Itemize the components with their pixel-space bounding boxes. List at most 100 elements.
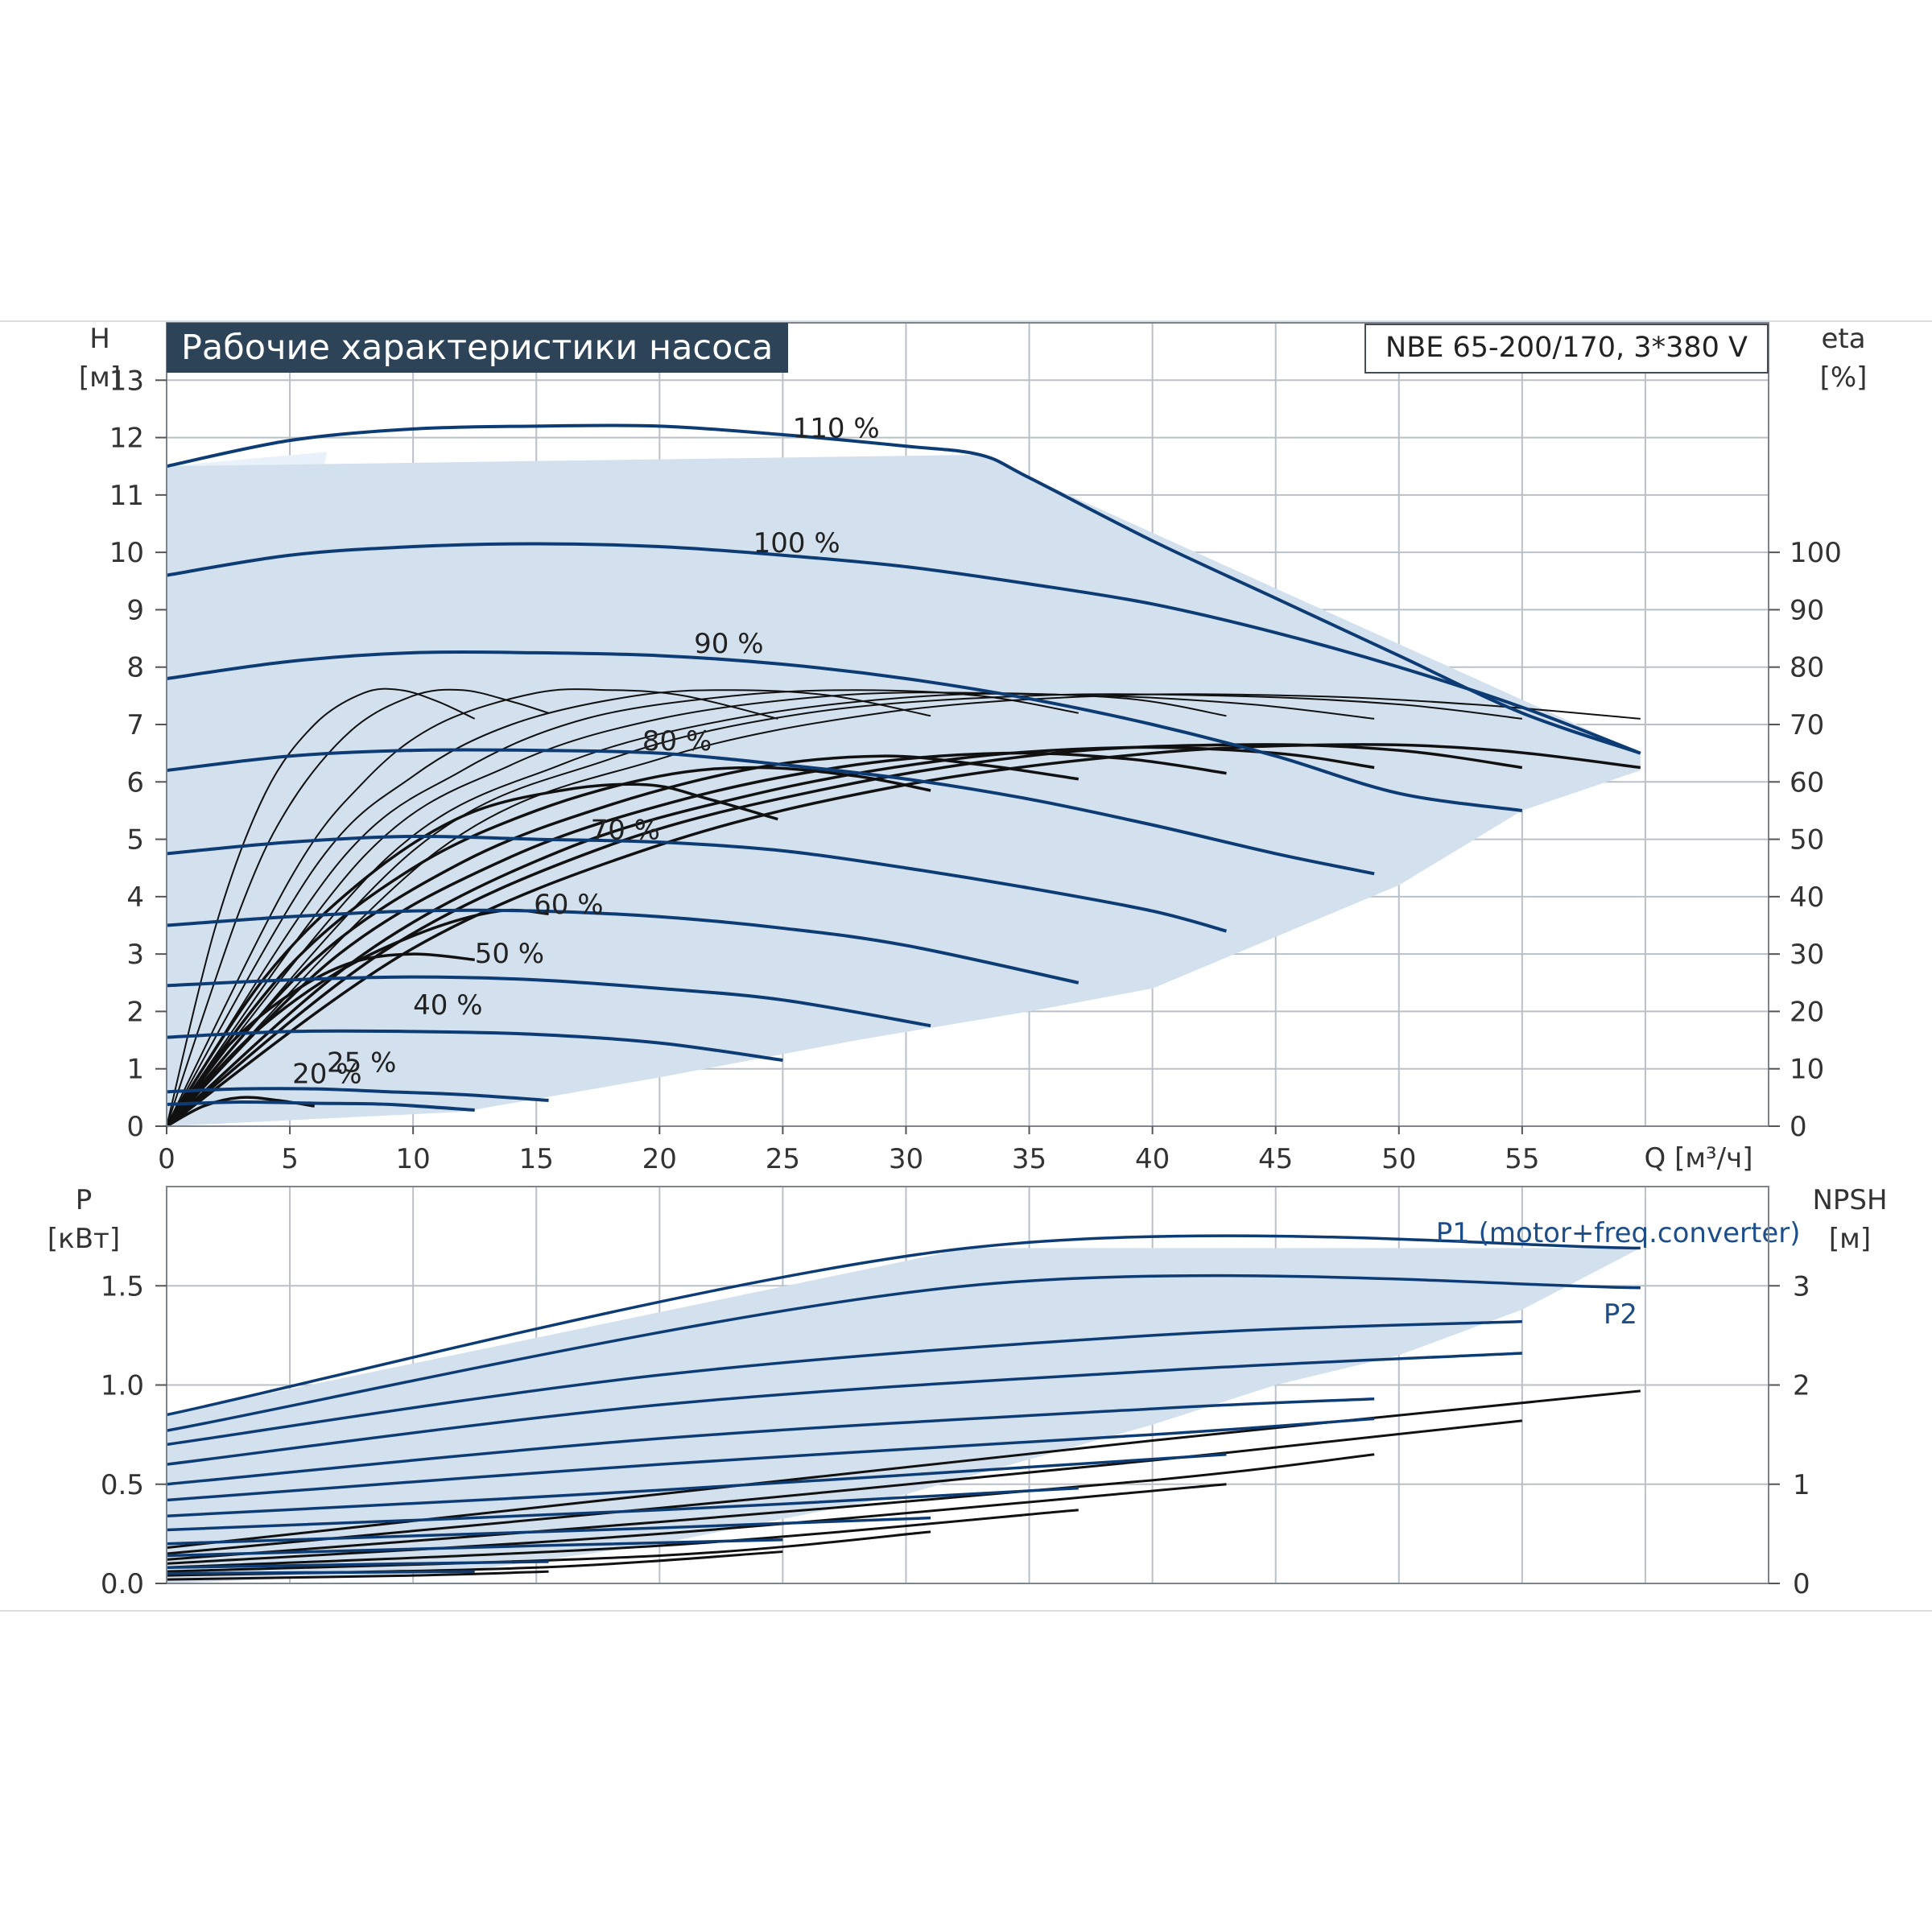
x-axis-label: Q [м³/ч] bbox=[1645, 1142, 1753, 1174]
y2-tick-label: 20 bbox=[1790, 996, 1824, 1028]
y2-tick-label: 60 bbox=[1790, 766, 1824, 799]
efficiency-curve bbox=[165, 952, 475, 1128]
head-panel: 110 %100 %90 %80 %70 %60 %50 %40 %25 %20… bbox=[79, 322, 1867, 1175]
y-tick-label: 0 bbox=[126, 1111, 144, 1143]
power-efficiency-curve bbox=[166, 1570, 549, 1581]
x-tick-labels: 0 5 10 15 20 25 30 35 40 45 50 55 bbox=[158, 1126, 1539, 1175]
head-operating-area bbox=[167, 454, 1641, 1126]
x-tick-label: 10 bbox=[396, 1143, 431, 1175]
x-tick-label: 45 bbox=[1258, 1143, 1293, 1175]
power-efficiency-curve bbox=[166, 1419, 1523, 1555]
y-tick-label: 13 bbox=[109, 365, 144, 397]
speed-curve bbox=[166, 748, 1375, 876]
efficiency-curve bbox=[166, 689, 931, 1127]
efficiency-curve bbox=[165, 743, 1523, 1128]
speed-curve-label: 80 % bbox=[642, 725, 712, 758]
power-panel: P1 (motor+freq.converter)P2 0.00.51.01.5… bbox=[47, 1184, 1888, 1600]
npsh-tick-label: 2 bbox=[1793, 1370, 1810, 1402]
model-label: NBE 65-200/170, 3*380 V bbox=[1385, 332, 1748, 364]
efficiency-curve bbox=[165, 782, 778, 1127]
p1-curve bbox=[166, 1234, 1641, 1417]
efficiency-curves bbox=[165, 687, 1641, 1128]
title-background bbox=[167, 323, 788, 373]
npsh-tick-label: 3 bbox=[1793, 1270, 1810, 1302]
speed-curve-label: 40 % bbox=[413, 989, 482, 1022]
speed-curve bbox=[166, 834, 1227, 933]
speed-curve bbox=[166, 908, 1080, 985]
y-tick-label: 7 bbox=[126, 709, 144, 741]
power-efficiency-curve bbox=[166, 1483, 1227, 1565]
y-tick-label: 11 bbox=[109, 480, 144, 512]
npsh-tick-labels: 0 1 2 3 bbox=[1769, 1270, 1810, 1600]
x-tick-label: 0 bbox=[158, 1143, 175, 1175]
speed-curve-labels: 110 % 100 % 90 % 80 % 70 % 60 % 50 % 40 % 25 %20… bbox=[292, 413, 880, 1091]
x-tick-label: 20 bbox=[642, 1143, 677, 1175]
speed-curve-label: 60 % bbox=[534, 889, 603, 921]
speed-curve bbox=[166, 1029, 783, 1063]
y-tick-label: 10 bbox=[109, 537, 144, 569]
speed-curve bbox=[166, 423, 1641, 755]
bottom-rule bbox=[0, 1610, 1932, 1612]
power-efficiency-curve bbox=[166, 1453, 1375, 1561]
x-tick-label: 5 bbox=[281, 1143, 299, 1175]
power-y-tick-label: 0.0 bbox=[101, 1568, 144, 1600]
p1-curve bbox=[166, 1516, 931, 1546]
p1-curve bbox=[166, 1319, 1522, 1447]
y2-tick-label: 70 bbox=[1790, 709, 1824, 741]
y-tick-label: 3 bbox=[126, 939, 144, 971]
y2-tick-label: 50 bbox=[1790, 824, 1824, 857]
speed-curve bbox=[166, 1087, 549, 1102]
p1-curve bbox=[166, 1397, 1375, 1486]
x-tick-label: 15 bbox=[519, 1143, 554, 1175]
p1-curve bbox=[166, 1570, 475, 1575]
efficiency-curve bbox=[165, 754, 1080, 1128]
y-tick-label: 9 bbox=[126, 594, 144, 626]
efficiency-curve bbox=[166, 687, 476, 1127]
y-tick-label: 12 bbox=[109, 423, 144, 455]
p1-curve bbox=[166, 1538, 783, 1558]
y-tick-label: 6 bbox=[126, 766, 144, 799]
power-operating-area bbox=[167, 1248, 1641, 1583]
model-label-box bbox=[1364, 324, 1769, 374]
y-tick-label: 1 bbox=[126, 1054, 144, 1086]
chart-title: Рабочие характеристики насоса bbox=[181, 328, 773, 368]
efficiency-curve bbox=[165, 743, 1641, 1128]
p1-curve bbox=[166, 1560, 549, 1570]
y-tick-label: 5 bbox=[126, 824, 144, 857]
x-tick-label: 30 bbox=[889, 1143, 923, 1175]
y-tick-label: 8 bbox=[126, 652, 144, 684]
top-rule bbox=[0, 320, 1932, 322]
p1-curves bbox=[166, 1234, 1641, 1575]
npsh-tick-label: 0 bbox=[1793, 1568, 1810, 1600]
speed-curve bbox=[166, 542, 1641, 755]
y-axis-unit: [м] bbox=[79, 361, 121, 394]
speed-curve-label: 50 % bbox=[475, 938, 544, 970]
speed-curve-label: 100 % bbox=[753, 527, 840, 559]
power-series-labels: P1 (motor+freq.converter) P2 bbox=[1436, 1217, 1801, 1331]
efficiency-curve bbox=[166, 688, 549, 1127]
p1-curve bbox=[166, 1453, 1227, 1517]
p1-curve bbox=[166, 1417, 1375, 1502]
power-y-tick-labels: 0.0 0.5 1.0 1.5 bbox=[101, 1270, 167, 1600]
power-y-tick-label: 1.0 bbox=[101, 1370, 144, 1402]
x-tick-label: 35 bbox=[1012, 1143, 1046, 1175]
efficiency-curve bbox=[166, 693, 1522, 1127]
speed-curve-label: 25 % bbox=[327, 1046, 396, 1079]
y2-tick-label: 0 bbox=[1790, 1111, 1807, 1143]
speed-curve bbox=[166, 650, 1523, 812]
power-series-label: P1 (motor+freq.converter) bbox=[1436, 1217, 1801, 1249]
y2-axis-label: eta bbox=[1821, 323, 1865, 355]
y-tick-label: 4 bbox=[126, 881, 144, 914]
power-efficiency-curve bbox=[166, 1389, 1641, 1550]
p1-curve bbox=[166, 1274, 1641, 1432]
power-efficiency-curve bbox=[166, 1509, 1079, 1569]
y2-tick-label: 30 bbox=[1790, 939, 1824, 971]
x-tick-label: 50 bbox=[1381, 1143, 1416, 1175]
power-y-tick-label: 1.5 bbox=[101, 1270, 144, 1302]
power-efficiency-curve bbox=[166, 1530, 931, 1573]
npsh-axis-label: NPSH bbox=[1812, 1184, 1887, 1216]
x-tick-label: 55 bbox=[1505, 1143, 1539, 1175]
y-axis-label: H bbox=[89, 323, 110, 355]
x-tick-label: 40 bbox=[1135, 1143, 1170, 1175]
